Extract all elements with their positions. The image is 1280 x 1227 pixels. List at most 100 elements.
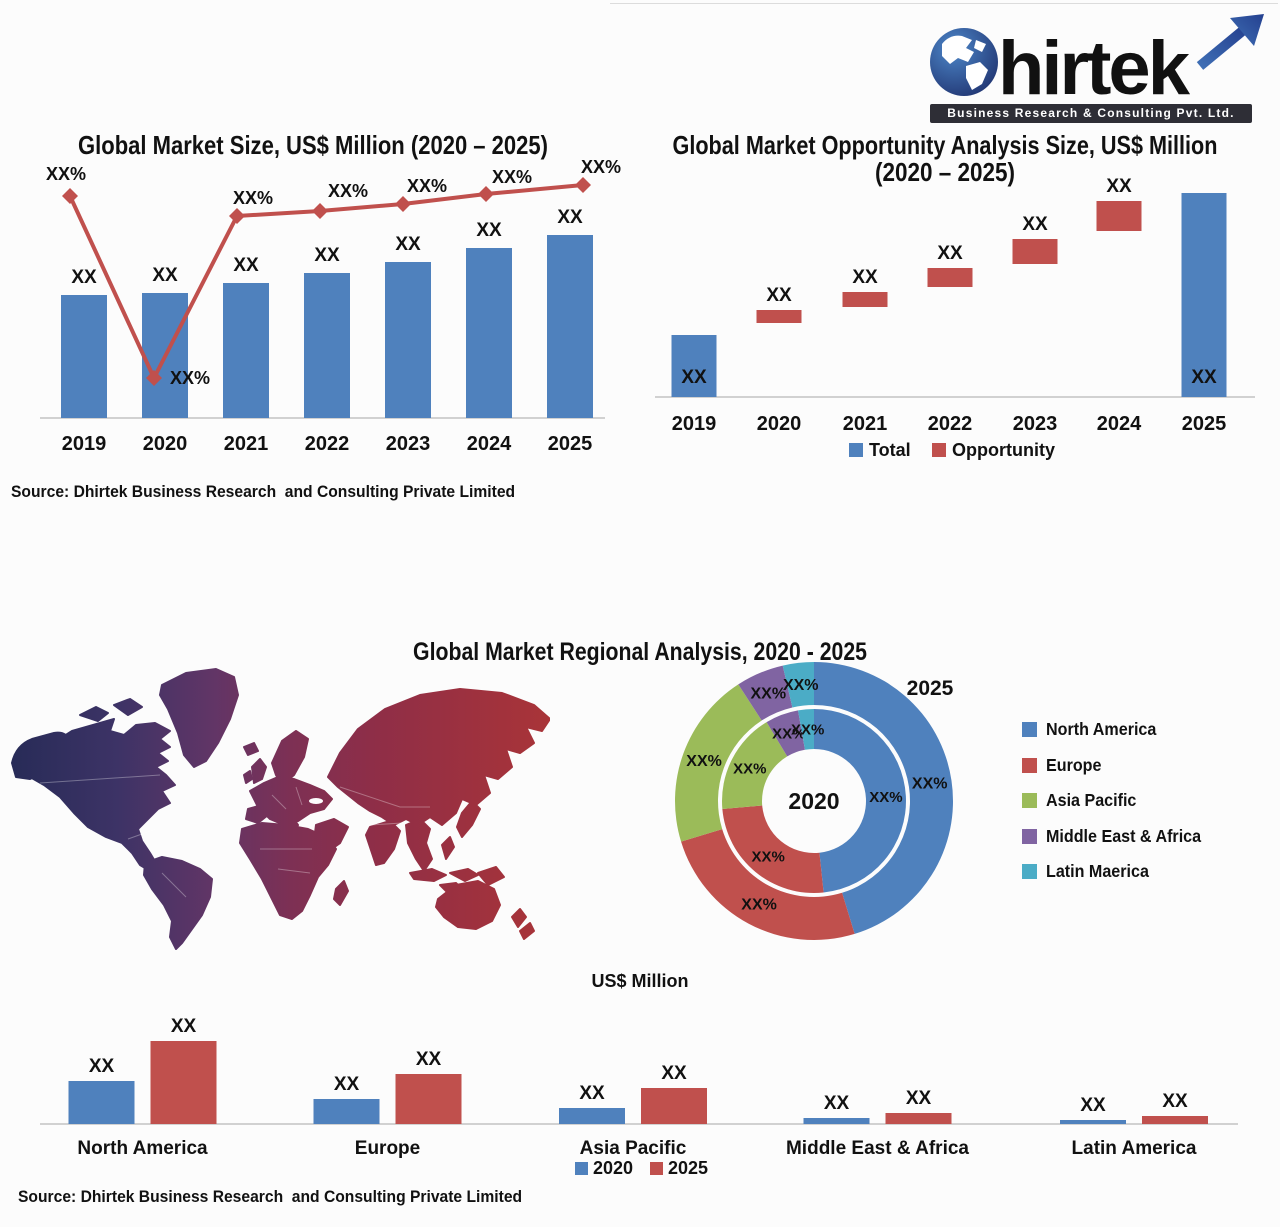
bar-value-label: XX — [906, 1088, 932, 1109]
opportunity-bar-2025 — [1181, 193, 1227, 397]
line-marker — [62, 188, 78, 204]
x-tick-label: 2024 — [467, 433, 512, 455]
opportunity-bar-2024 — [1096, 201, 1142, 231]
bar-value-label: XX — [334, 1074, 360, 1095]
outer-2025-segment-Asia Pacific — [675, 684, 762, 842]
segment-share-label: XX% — [869, 789, 902, 806]
legend-label: Middle East & Africa — [1046, 825, 1202, 846]
world-map-image — [11, 668, 550, 950]
market-size-bar-2025 — [547, 235, 593, 418]
line-value-label: XX% — [170, 368, 210, 388]
market-size-bar-2019 — [61, 295, 107, 418]
brand-logo: hirtek — [930, 14, 1264, 109]
chart-title-line1: Global Market Opportunity Analysis Size,… — [673, 130, 1218, 160]
bar-value-label: XX — [89, 1056, 115, 1077]
x-tick-label: 2020 — [757, 413, 802, 435]
market-size-bar-2021 — [223, 283, 269, 418]
region-legend-item: Asia Pacific — [1022, 783, 1215, 819]
regional-bar-Europe-2025 — [395, 1074, 462, 1124]
line-value-label: XX% — [46, 164, 86, 184]
regional-bar-Latin America-2020 — [1060, 1120, 1126, 1124]
line-value-label: XX% — [328, 181, 368, 201]
growth-arrow-icon — [1196, 14, 1264, 70]
bar-value-label: XX — [416, 1049, 442, 1070]
line-marker — [229, 208, 245, 224]
regional-bar-Asia Pacific-2025 — [641, 1088, 707, 1124]
country-borders — [39, 774, 430, 898]
line-marker — [146, 370, 162, 386]
line-value-label: XX% — [581, 157, 621, 177]
donut-center-year: 2020 — [788, 788, 839, 814]
outer-2025-segment-Middle East & Africa — [738, 665, 793, 721]
region-legend: North America Europe Asia Pacific Middle Ea… — [1022, 712, 1215, 890]
source-note-bottom: Source: Dhirtek Business Research and Co… — [18, 1187, 523, 1206]
legend-swatch-Latin Maerica — [1022, 864, 1037, 880]
legend-swatch-Opportunity — [932, 443, 946, 457]
bar-value-label: XX — [852, 267, 878, 288]
line-marker — [575, 177, 591, 193]
legend-swatch-Total — [849, 443, 863, 457]
bar-value-label: XX — [579, 1083, 605, 1104]
regional-bar-chart: US$ Million XX XX North America XX XX Europe XX… — [40, 971, 1238, 1178]
line-marker — [312, 203, 328, 219]
globe-icon — [930, 28, 998, 96]
legend-swatch-2025 — [650, 1162, 663, 1175]
regional-bar-North America-2020 — [68, 1081, 135, 1124]
legend-swatch-Asia Pacific — [1022, 793, 1037, 809]
legend-label: Asia Pacific — [1046, 790, 1137, 811]
inner-2020-segment-Europe — [722, 805, 824, 893]
regional-bar-Latin America-2025 — [1142, 1116, 1208, 1124]
opportunity-bar-2022 — [927, 268, 973, 287]
chart-title: Global Market Size, US$ Million (2020 – … — [78, 130, 548, 160]
segment-share-label: XX% — [772, 726, 805, 743]
x-tick-label: 2019 — [62, 433, 107, 455]
bar-value-label: XX — [314, 245, 340, 266]
legend-label: Opportunity — [952, 440, 1055, 460]
legend-label: Latin Maerica — [1046, 861, 1149, 882]
outer-2025-segment-Latin America — [782, 662, 814, 708]
line-value-label: XX% — [407, 176, 447, 196]
bar-value-label: XX — [681, 367, 707, 388]
bar-value-label: XX — [1162, 1091, 1188, 1112]
region-legend-item: Europe — [1022, 748, 1215, 784]
region-legend-item: North America — [1022, 712, 1215, 748]
bar-value-label: XX — [557, 207, 583, 228]
x-category-label: Europe — [355, 1138, 420, 1159]
segment-share-label: XX% — [750, 685, 786, 702]
line-value-label: XX% — [233, 188, 273, 208]
x-tick-label: 2021 — [843, 413, 888, 435]
regional-bar-North America-2025 — [150, 1041, 217, 1124]
bar-value-label: XX — [171, 1016, 197, 1037]
segment-share-label: XX% — [686, 753, 722, 770]
x-tick-label: 2020 — [143, 433, 188, 455]
segment-share-label: XX% — [741, 896, 777, 913]
bar-value-label: XX — [824, 1093, 850, 1114]
legend-swatch-2020 — [575, 1162, 588, 1175]
bar-value-label: XX — [1080, 1095, 1106, 1116]
segment-share-label: XX% — [752, 849, 785, 866]
opportunity-chart: Global Market Opportunity Analysis Size,… — [655, 130, 1255, 460]
market-size-chart: Global Market Size, US$ Million (2020 – … — [40, 130, 621, 455]
bar-value-label: XX — [476, 220, 502, 241]
legend-label: North America — [1046, 719, 1157, 740]
brand-name-text: hirtek — [998, 26, 1191, 109]
x-tick-label: 2023 — [386, 433, 431, 455]
regional-bar-Asia Pacific-2020 — [559, 1108, 625, 1124]
brand-tagline: Business Research & Consulting Pvt. Ltd. — [930, 104, 1252, 123]
regional-analysis-title: Global Market Regional Analysis, 2020 - … — [413, 638, 867, 666]
market-size-bar-2023 — [385, 262, 431, 418]
inner-2020-segment-Latin America — [798, 709, 814, 750]
x-category-label: North America — [77, 1138, 208, 1159]
segment-share-label: XX% — [912, 776, 948, 793]
x-category-label: Asia Pacific — [580, 1138, 687, 1159]
market-size-bar-2024 — [466, 248, 512, 418]
scan-edge-line — [610, 3, 1278, 4]
x-tick-label: 2021 — [224, 433, 269, 455]
continents — [11, 668, 550, 950]
bar-value-label: XX — [766, 285, 792, 306]
segment-share-label: XX% — [783, 677, 819, 694]
region-legend-item: Middle East & Africa — [1022, 819, 1215, 855]
inner-2020-segment-Asia Pacific — [722, 722, 788, 810]
